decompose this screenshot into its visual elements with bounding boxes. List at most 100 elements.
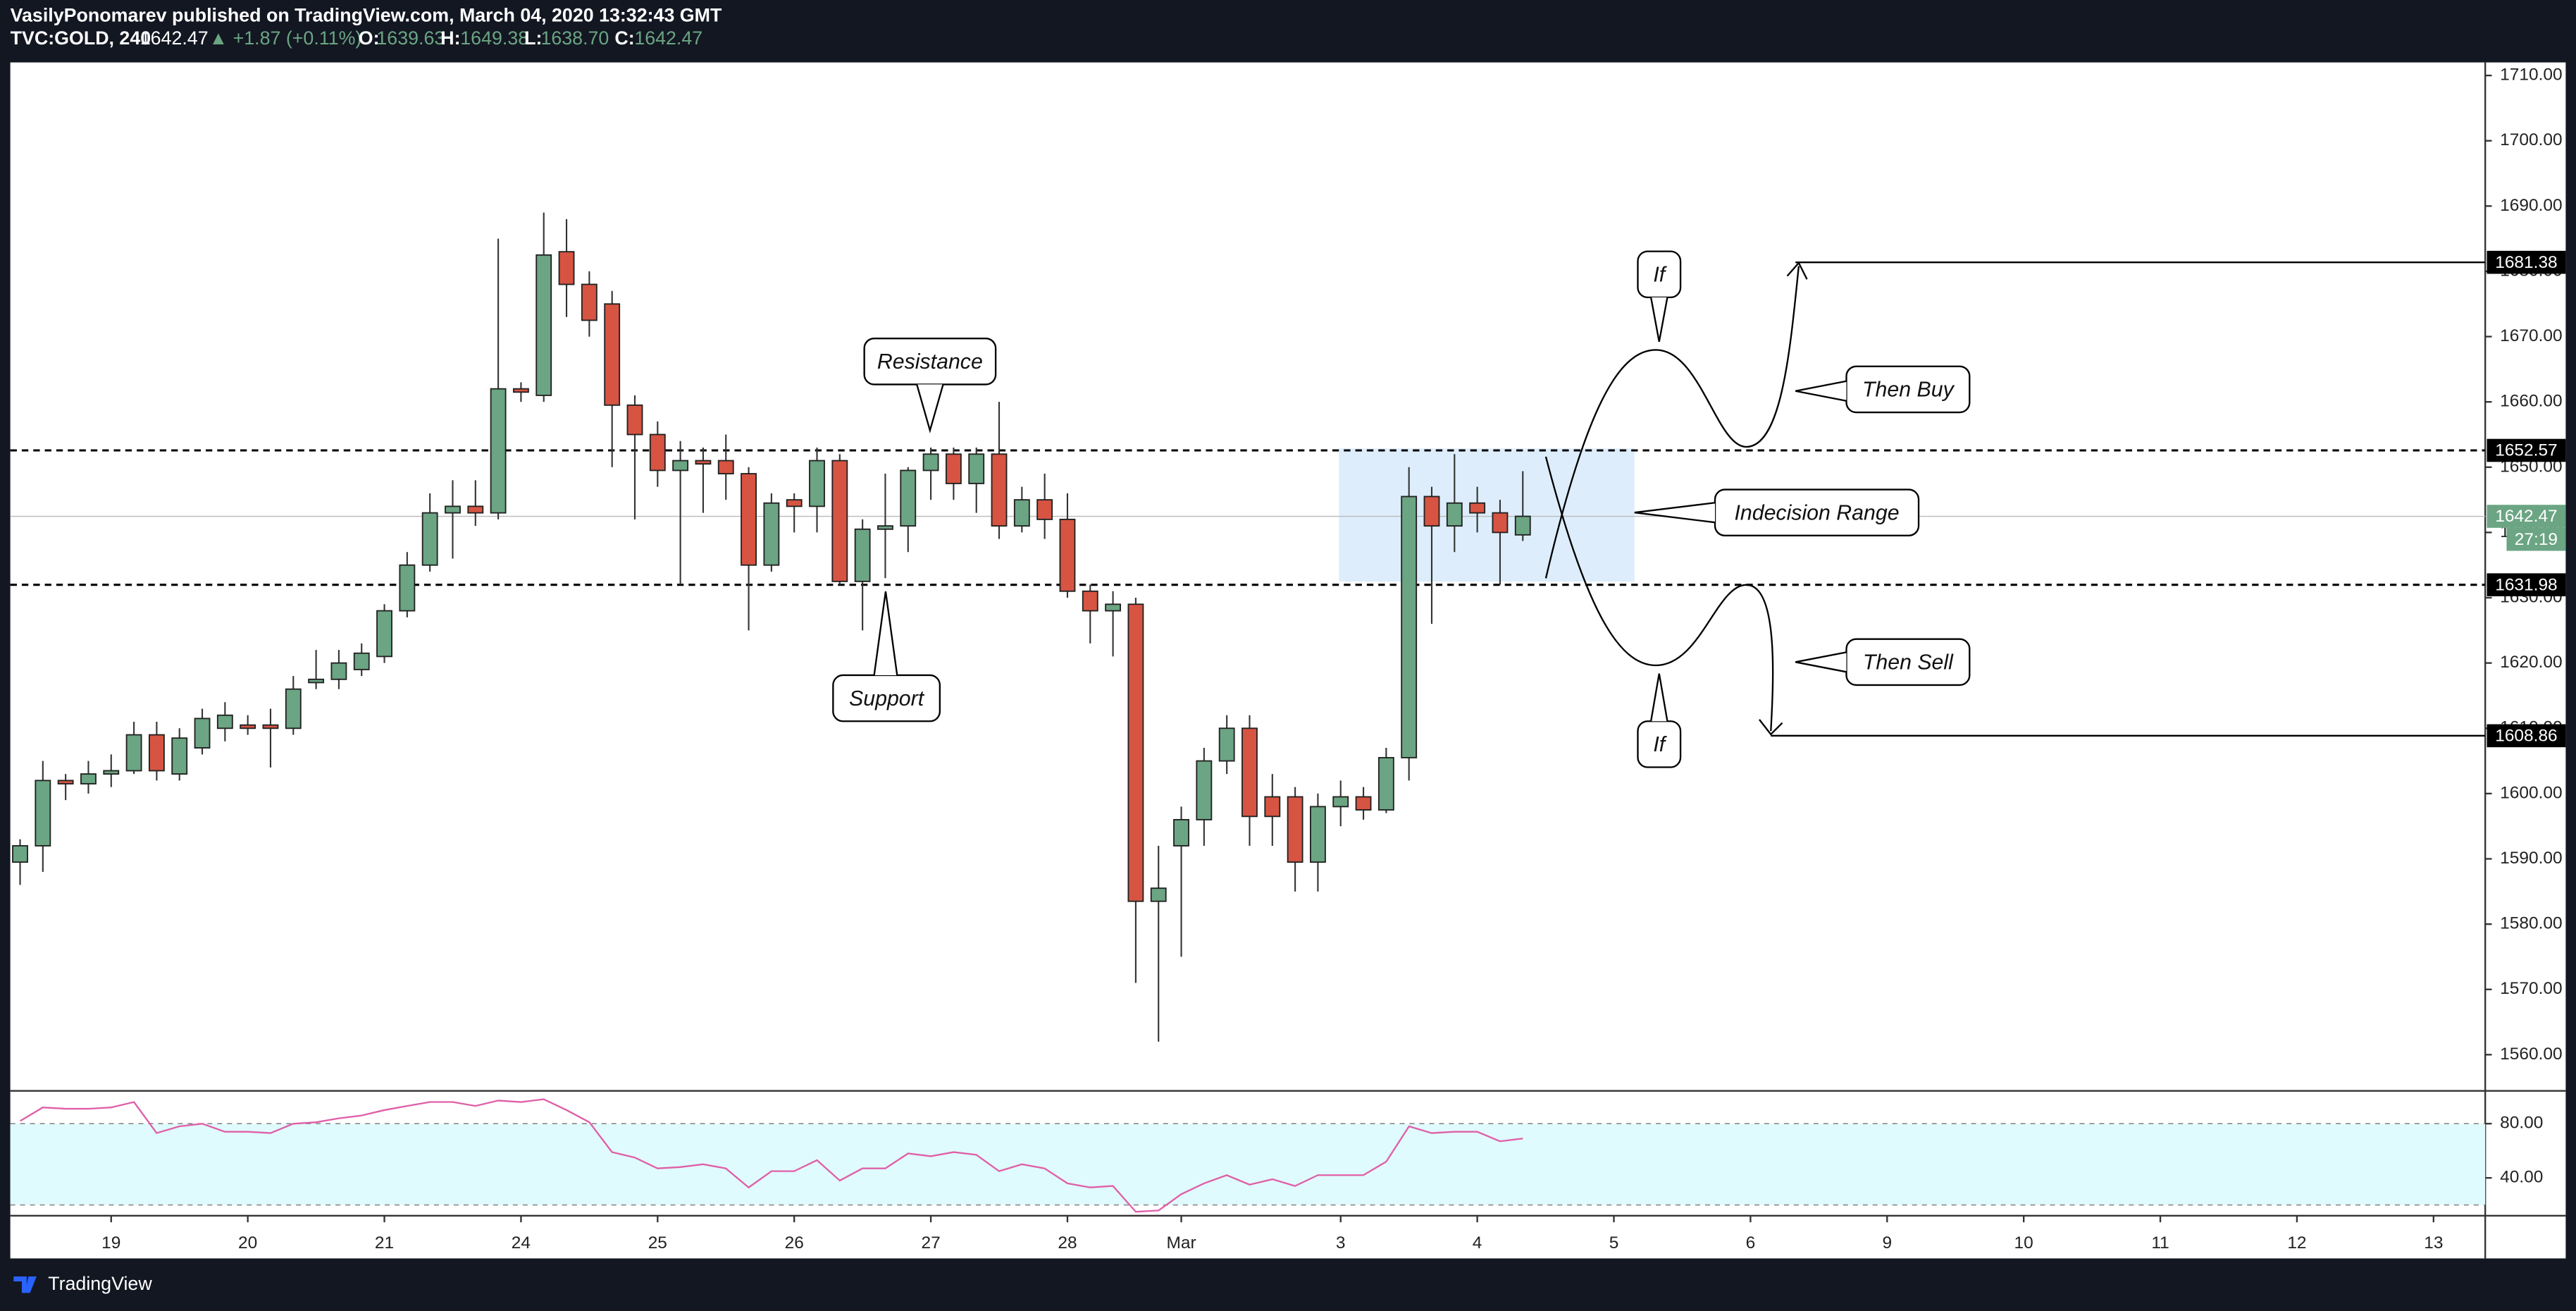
candle-body (922, 453, 939, 472)
x-tick-label: 10 (2014, 1233, 2033, 1252)
candle-body (1310, 806, 1326, 863)
callout-tail-fill (1634, 503, 1716, 523)
price-label: 1631.98 (2495, 575, 2557, 594)
x-tick-label: 25 (648, 1233, 667, 1252)
brand: TradingView (13, 1273, 152, 1294)
callout-text: Then Sell (1863, 651, 1954, 675)
y-tick-label: 1670.00 (2500, 326, 2562, 345)
countdown: 27:19 (2515, 530, 2558, 549)
publisher: VasilyPonomarev published on TradingView… (11, 4, 722, 25)
x-tick-label: 4 (1473, 1233, 1482, 1252)
price-label: 1608.86 (2495, 726, 2557, 745)
candle-body (513, 388, 529, 393)
y-tick-label: 1690.00 (2500, 196, 2562, 215)
plot: 1560.001570.001580.001590.001600.001610.… (10, 66, 2566, 1252)
y-tick-label: 1570.00 (2500, 979, 2562, 998)
candle-body (285, 688, 302, 730)
candle-body (854, 528, 871, 582)
candle-body (1105, 603, 1122, 612)
candle-body (490, 388, 507, 514)
c-value: 1642.47 (634, 27, 702, 49)
rsi-tick-label: 40.00 (2500, 1168, 2543, 1187)
callout-text: Resistance (877, 350, 983, 374)
candle-body (1423, 496, 1440, 527)
candle-body (421, 512, 438, 566)
candle-body (1377, 757, 1394, 811)
indecision-box (1339, 448, 1635, 582)
callout-tail-fill (1795, 381, 1847, 401)
o-value: 1639.63 (376, 27, 445, 49)
candle-body (125, 734, 142, 772)
callout-tail (873, 591, 898, 676)
down-path (1544, 456, 1774, 732)
y-tick-label: 1560.00 (2500, 1045, 2562, 1064)
countdown-bg (2506, 527, 2566, 551)
price-label: 1652.57 (2495, 441, 2557, 460)
candle-body (1469, 502, 1486, 514)
candle-body (1241, 727, 1258, 818)
x-tick-label: 21 (375, 1233, 394, 1252)
candle-body (604, 303, 621, 406)
price-label-bg (2487, 724, 2566, 748)
x-tick-label: 12 (2287, 1233, 2306, 1252)
candle-body (1059, 518, 1076, 592)
y-tick-label: 1660.00 (2500, 392, 2562, 411)
symbol: TVC:GOLD, 240 (11, 27, 151, 49)
candle-body (786, 499, 803, 507)
candle-body (649, 433, 666, 472)
price-label-bg (2487, 250, 2566, 274)
y-tick-label: 1620.00 (2500, 653, 2562, 672)
candle-body (1173, 819, 1189, 847)
y-tick-label: 1710.00 (2500, 66, 2562, 85)
callout-text: If (1653, 264, 1667, 287)
callout-tail (1649, 673, 1668, 722)
candle-body (968, 453, 985, 484)
logo (13, 1276, 37, 1293)
candle-body (991, 453, 1008, 527)
x-tick-label: 13 (2424, 1233, 2443, 1252)
price-label: 1681.38 (2495, 253, 2557, 272)
candle-body (467, 505, 484, 514)
candle-body (626, 404, 643, 436)
callout-text: Then Buy (1862, 378, 1955, 402)
candle-body (1036, 499, 1053, 520)
callout-tail-fill (1651, 673, 1668, 722)
chart-area (10, 62, 2566, 1259)
candle-body (1196, 760, 1213, 820)
candle-body (672, 460, 689, 472)
candle-body (194, 718, 211, 749)
candle-body (831, 460, 848, 582)
x-tick-label: 28 (1058, 1233, 1077, 1252)
callout-tail-fill (1795, 652, 1847, 672)
x-tick-label: 5 (1609, 1233, 1619, 1252)
x-tick-label: 11 (2151, 1233, 2169, 1252)
candle-body (171, 737, 188, 775)
x-tick-label: 19 (101, 1233, 120, 1252)
candle-body (308, 678, 325, 684)
candle-body (376, 610, 392, 658)
up-arrow (1786, 261, 1808, 280)
candle-body (103, 770, 120, 775)
candle-body (1150, 887, 1167, 902)
c-label: C: (614, 27, 634, 49)
x-tick-label: 3 (1336, 1233, 1346, 1252)
candle-body (1127, 603, 1144, 902)
h-label: H: (440, 27, 460, 49)
callout-box (863, 337, 997, 386)
candle-body (35, 780, 51, 847)
candle-body (535, 254, 552, 396)
candle-body (240, 724, 256, 730)
candle-body (216, 714, 233, 730)
callout-tail (1649, 297, 1668, 343)
scenario-drawing (1544, 261, 1808, 736)
callout-tail-fill (874, 591, 898, 675)
h-value: 1649.38 (460, 27, 528, 49)
callout-text: If (1653, 733, 1667, 756)
candle-body (80, 773, 97, 784)
candle-body (695, 460, 712, 465)
y-tick-label: 1700.00 (2500, 130, 2562, 149)
candle-body (1013, 499, 1030, 527)
candle-body (558, 251, 575, 285)
up-path (1544, 266, 1800, 579)
candle-body (12, 845, 28, 863)
